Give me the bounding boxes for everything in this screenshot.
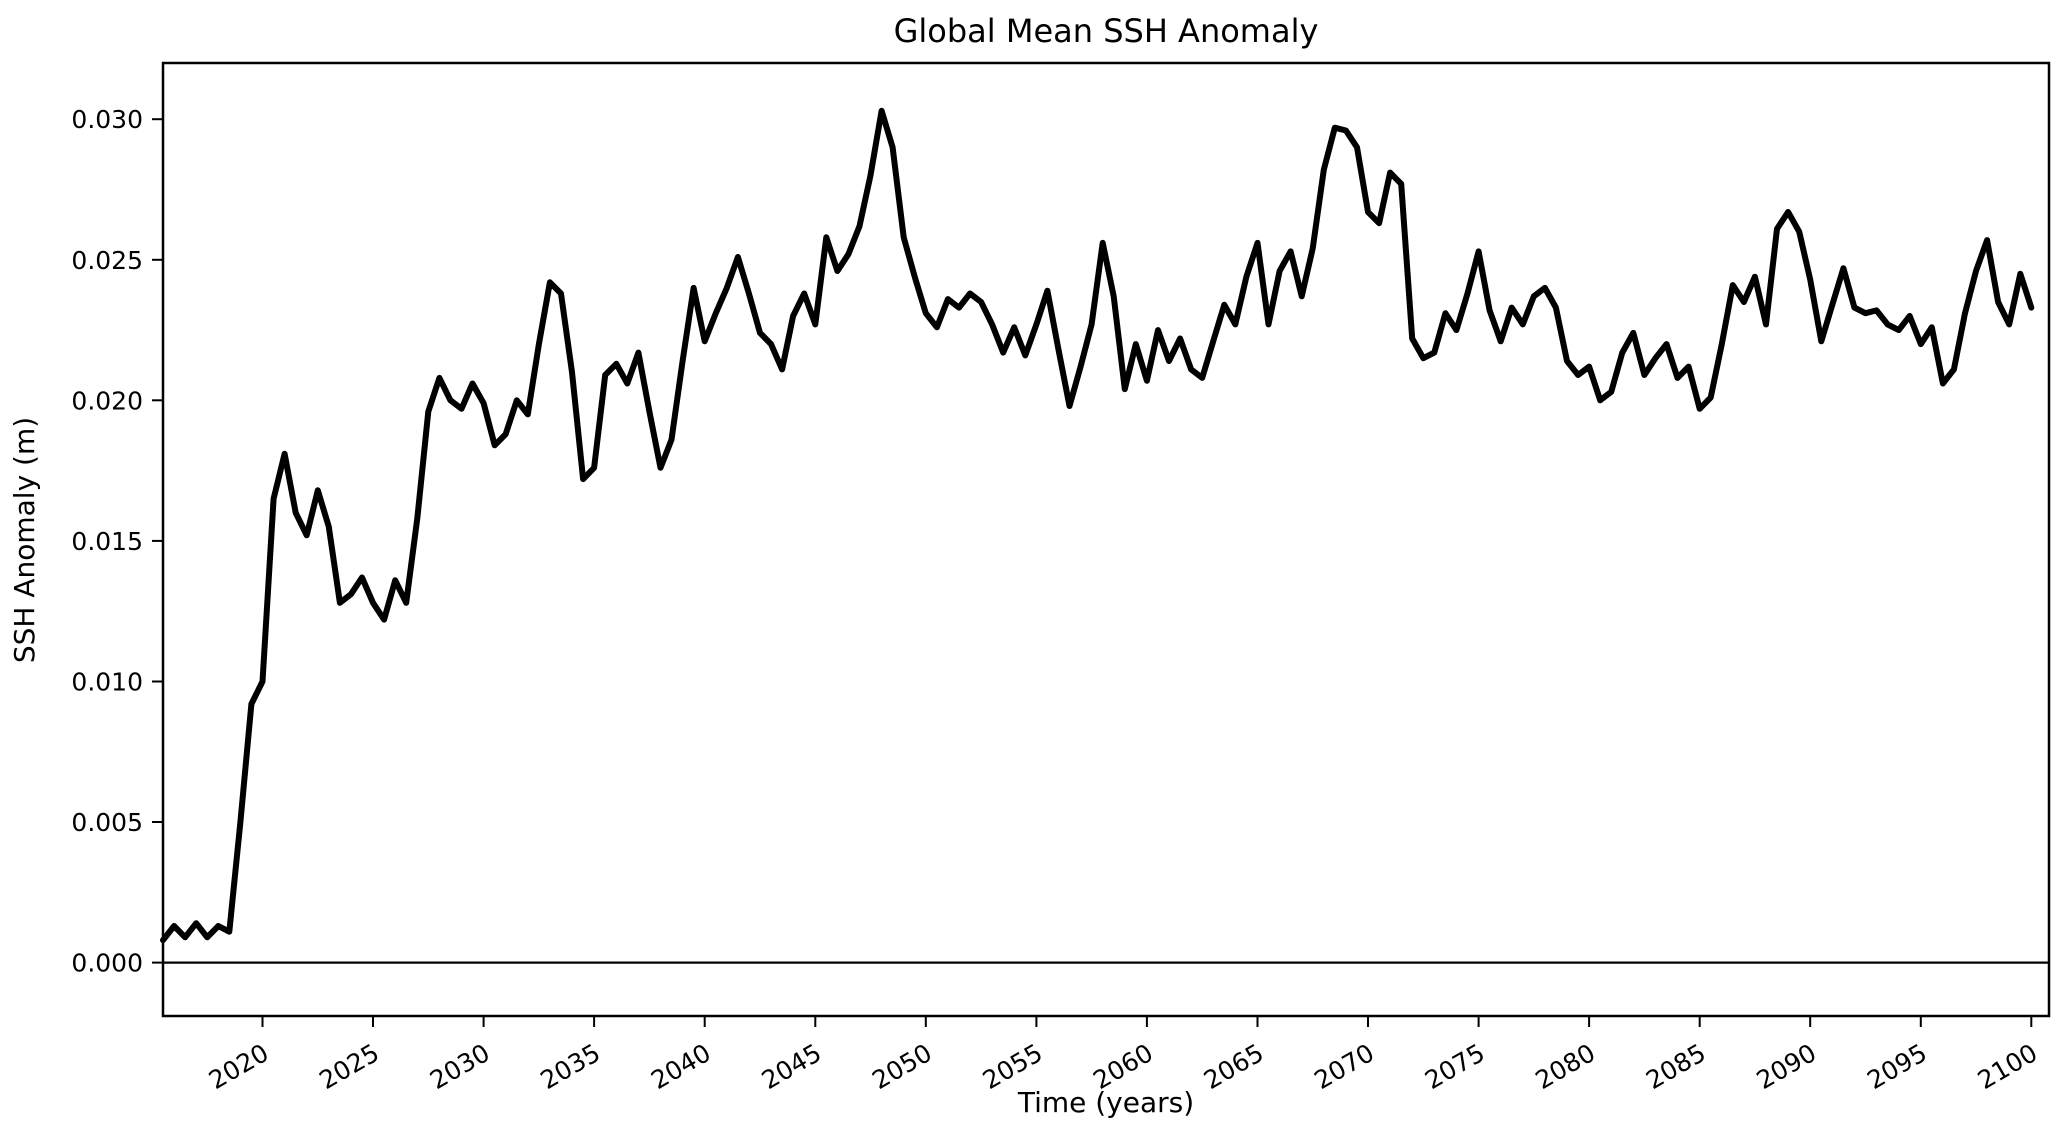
x-tick-label: 2080 [1530,1038,1600,1095]
x-tick-label: 2030 [425,1038,495,1095]
y-tick-label: 0.025 [71,246,143,275]
x-tick-label: 2050 [867,1038,937,1095]
ssh-series-line [160,107,2035,944]
x-tick-label: 2045 [757,1038,827,1095]
plot-area: 2020 2025 2030 2035 2040 2045 2050 2055 2060 2065… [71,61,2051,1095]
y-tick-label: 0.005 [71,808,143,837]
x-tick-label: 2040 [646,1038,716,1095]
x-tick-label: 2020 [204,1038,274,1095]
x-tick-label: 2075 [1420,1038,1490,1095]
chart-title: Global Mean SSH Anomaly [894,12,1319,50]
x-tick-label: 2035 [535,1038,605,1095]
x-tick-label: 2085 [1641,1038,1711,1095]
axes-frame [161,61,2051,1018]
y-tick-label: 0.020 [71,386,143,415]
x-tick-label: 2100 [1973,1038,2043,1095]
x-tick-label: 2095 [1862,1038,1932,1095]
y-tick-label: 0.030 [71,105,143,134]
y-tick-label: 0.000 [71,949,143,978]
x-tick-label: 2090 [1752,1038,1822,1095]
x-tick-label: 2025 [314,1038,384,1095]
x-tick-label: 2070 [1309,1038,1379,1095]
y-tick-label: 0.010 [71,668,143,697]
x-tick-label: 2065 [1199,1038,1269,1095]
y-tick-label: 0.015 [71,527,143,556]
y-axis-label: SSH Anomaly (m) [8,417,41,663]
x-axis-label: Time (years) [1017,1086,1194,1119]
